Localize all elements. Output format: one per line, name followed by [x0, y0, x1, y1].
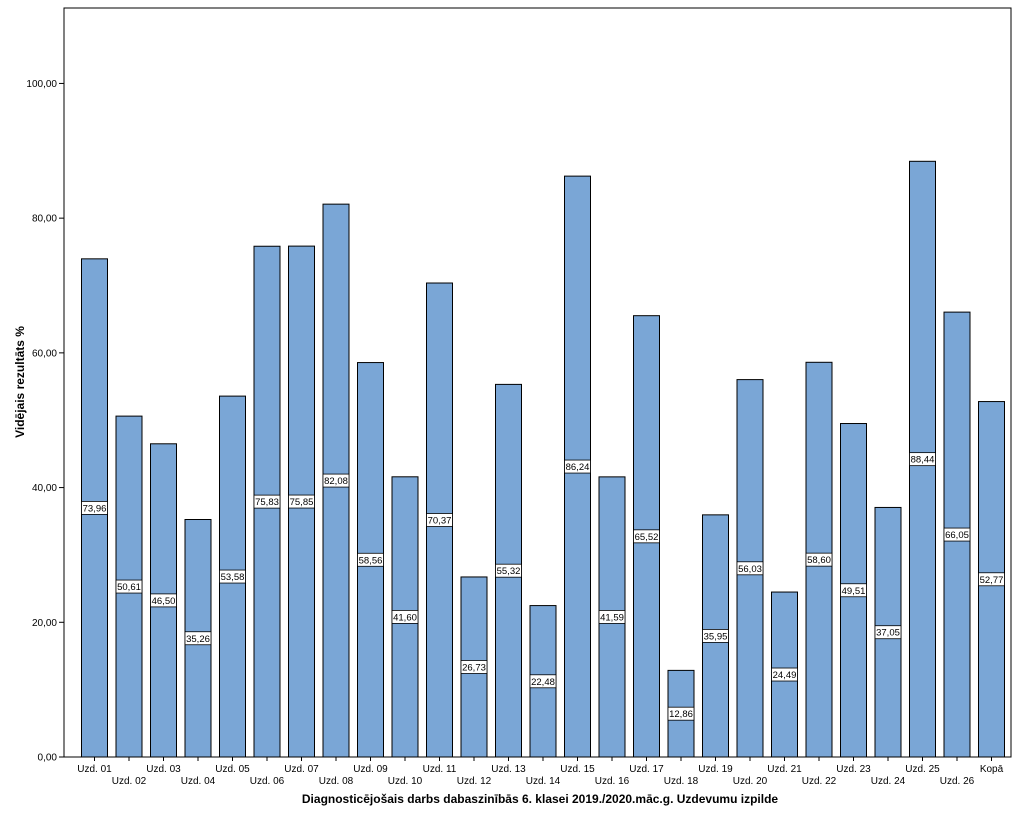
data-label-box	[633, 529, 660, 544]
data-label-box	[702, 629, 729, 643]
data-label: 52,77	[980, 575, 1004, 586]
data-label-box	[460, 660, 488, 674]
data-label-box	[840, 583, 867, 598]
data-label: 58,60	[807, 555, 831, 566]
data-label: 35,95	[704, 631, 728, 642]
data-label: 22,48	[531, 677, 555, 688]
data-label-box	[184, 631, 212, 646]
x-tick-label: Uzd. 15	[560, 764, 595, 775]
data-label: 86,24	[566, 462, 590, 473]
data-label-box	[115, 579, 143, 594]
data-label-box	[909, 452, 936, 467]
data-label-box	[219, 569, 246, 584]
x-tick-label: Uzd. 13	[491, 764, 526, 775]
data-label: 49,51	[842, 586, 866, 597]
x-tick-label: Uzd. 17	[629, 764, 664, 775]
y-tick-label: 100,00	[26, 79, 57, 90]
x-tick-label: Uzd. 25	[905, 764, 940, 775]
data-label: 75,83	[255, 497, 279, 508]
data-label: 70,37	[428, 516, 452, 527]
x-tick-label: Uzd. 08	[319, 776, 354, 787]
x-tick-label: Uzd. 05	[215, 764, 250, 775]
x-tick-label: Uzd. 26	[940, 776, 975, 787]
y-tick-label: 40,00	[32, 483, 57, 494]
data-label: 82,08	[324, 476, 348, 487]
y-axis-title: Vidējais rezultāts %	[13, 326, 27, 438]
data-label: 37,05	[876, 628, 900, 639]
data-label-box	[391, 609, 419, 624]
data-label: 26,73	[462, 662, 486, 673]
data-label-box	[495, 563, 522, 578]
x-tick-label: Uzd. 23	[836, 764, 871, 775]
data-label-box	[150, 593, 177, 608]
data-label-box	[874, 625, 902, 640]
data-label-box	[357, 552, 384, 567]
data-label: 35,26	[186, 634, 210, 645]
data-label-box	[771, 667, 798, 682]
data-label: 75,85	[290, 497, 314, 508]
x-tick-label: Uzd. 14	[526, 776, 561, 787]
x-tick-label: Uzd. 16	[595, 776, 630, 787]
data-label: 65,52	[635, 532, 659, 543]
data-label: 55,32	[497, 566, 521, 577]
data-label-box	[322, 473, 350, 488]
x-tick-label: Uzd. 01	[77, 764, 112, 775]
x-tick-label: Uzd. 21	[767, 764, 802, 775]
data-label-box	[426, 513, 453, 527]
x-tick-label: Uzd. 22	[802, 776, 837, 787]
y-tick-label: 0,00	[38, 753, 58, 764]
data-label: 50,61	[117, 582, 141, 593]
y-tick-label: 20,00	[32, 618, 57, 629]
data-label-box	[598, 610, 626, 624]
x-tick-label: Kopā	[980, 764, 1004, 775]
data-label: 56,03	[738, 564, 762, 575]
data-label-box	[81, 501, 108, 515]
x-tick-label: Uzd. 18	[664, 776, 699, 787]
x-tick-label: Uzd. 11	[423, 764, 457, 775]
x-tick-label: Uzd. 12	[457, 776, 492, 787]
x-axis-title: Diagnosticējošais darbs dabaszinībās 6. …	[302, 792, 779, 806]
data-label: 53,58	[221, 572, 245, 583]
data-label: 12,86	[669, 709, 693, 720]
data-label-box	[529, 674, 557, 689]
data-label: 41,59	[600, 612, 624, 623]
data-label: 88,44	[911, 455, 935, 466]
data-label-box	[805, 552, 833, 567]
data-label: 46,50	[152, 596, 176, 607]
data-label-box	[978, 572, 1005, 587]
bars-group: 73,96 50,61 46,50 35,26 53,58 75,83 75,85 82,08…	[81, 160, 1005, 758]
data-label-box	[943, 527, 971, 542]
data-label-box	[564, 459, 591, 474]
y-tick-label: 60,00	[32, 348, 57, 359]
x-tick-label: Uzd. 06	[250, 776, 285, 787]
data-label: 73,96	[83, 503, 107, 514]
x-tick-label: Uzd. 03	[146, 764, 181, 775]
data-label-box	[288, 494, 315, 509]
x-tick-label: Uzd. 19	[698, 764, 733, 775]
x-tick-label: Uzd. 10	[388, 776, 423, 787]
y-tick-label: 80,00	[32, 214, 57, 225]
data-label-box	[253, 494, 281, 509]
x-tick-label: Uzd. 02	[112, 776, 147, 787]
x-tick-label: Uzd. 07	[284, 764, 319, 775]
x-tick-label: Uzd. 20	[733, 776, 768, 787]
data-label: 24,49	[773, 670, 797, 681]
x-tick-label: Uzd. 04	[181, 776, 216, 787]
data-label: 41,60	[393, 612, 417, 623]
data-label-box	[736, 561, 764, 576]
data-label-box	[667, 706, 695, 721]
x-tick-label: Uzd. 09	[353, 764, 388, 775]
data-label: 58,56	[359, 555, 383, 566]
data-label: 66,05	[945, 530, 969, 541]
y-axis: 0,00 20,00 40,00 60,00 80,00 100,00	[26, 79, 64, 764]
x-tick-label: Uzd. 24	[871, 776, 906, 787]
